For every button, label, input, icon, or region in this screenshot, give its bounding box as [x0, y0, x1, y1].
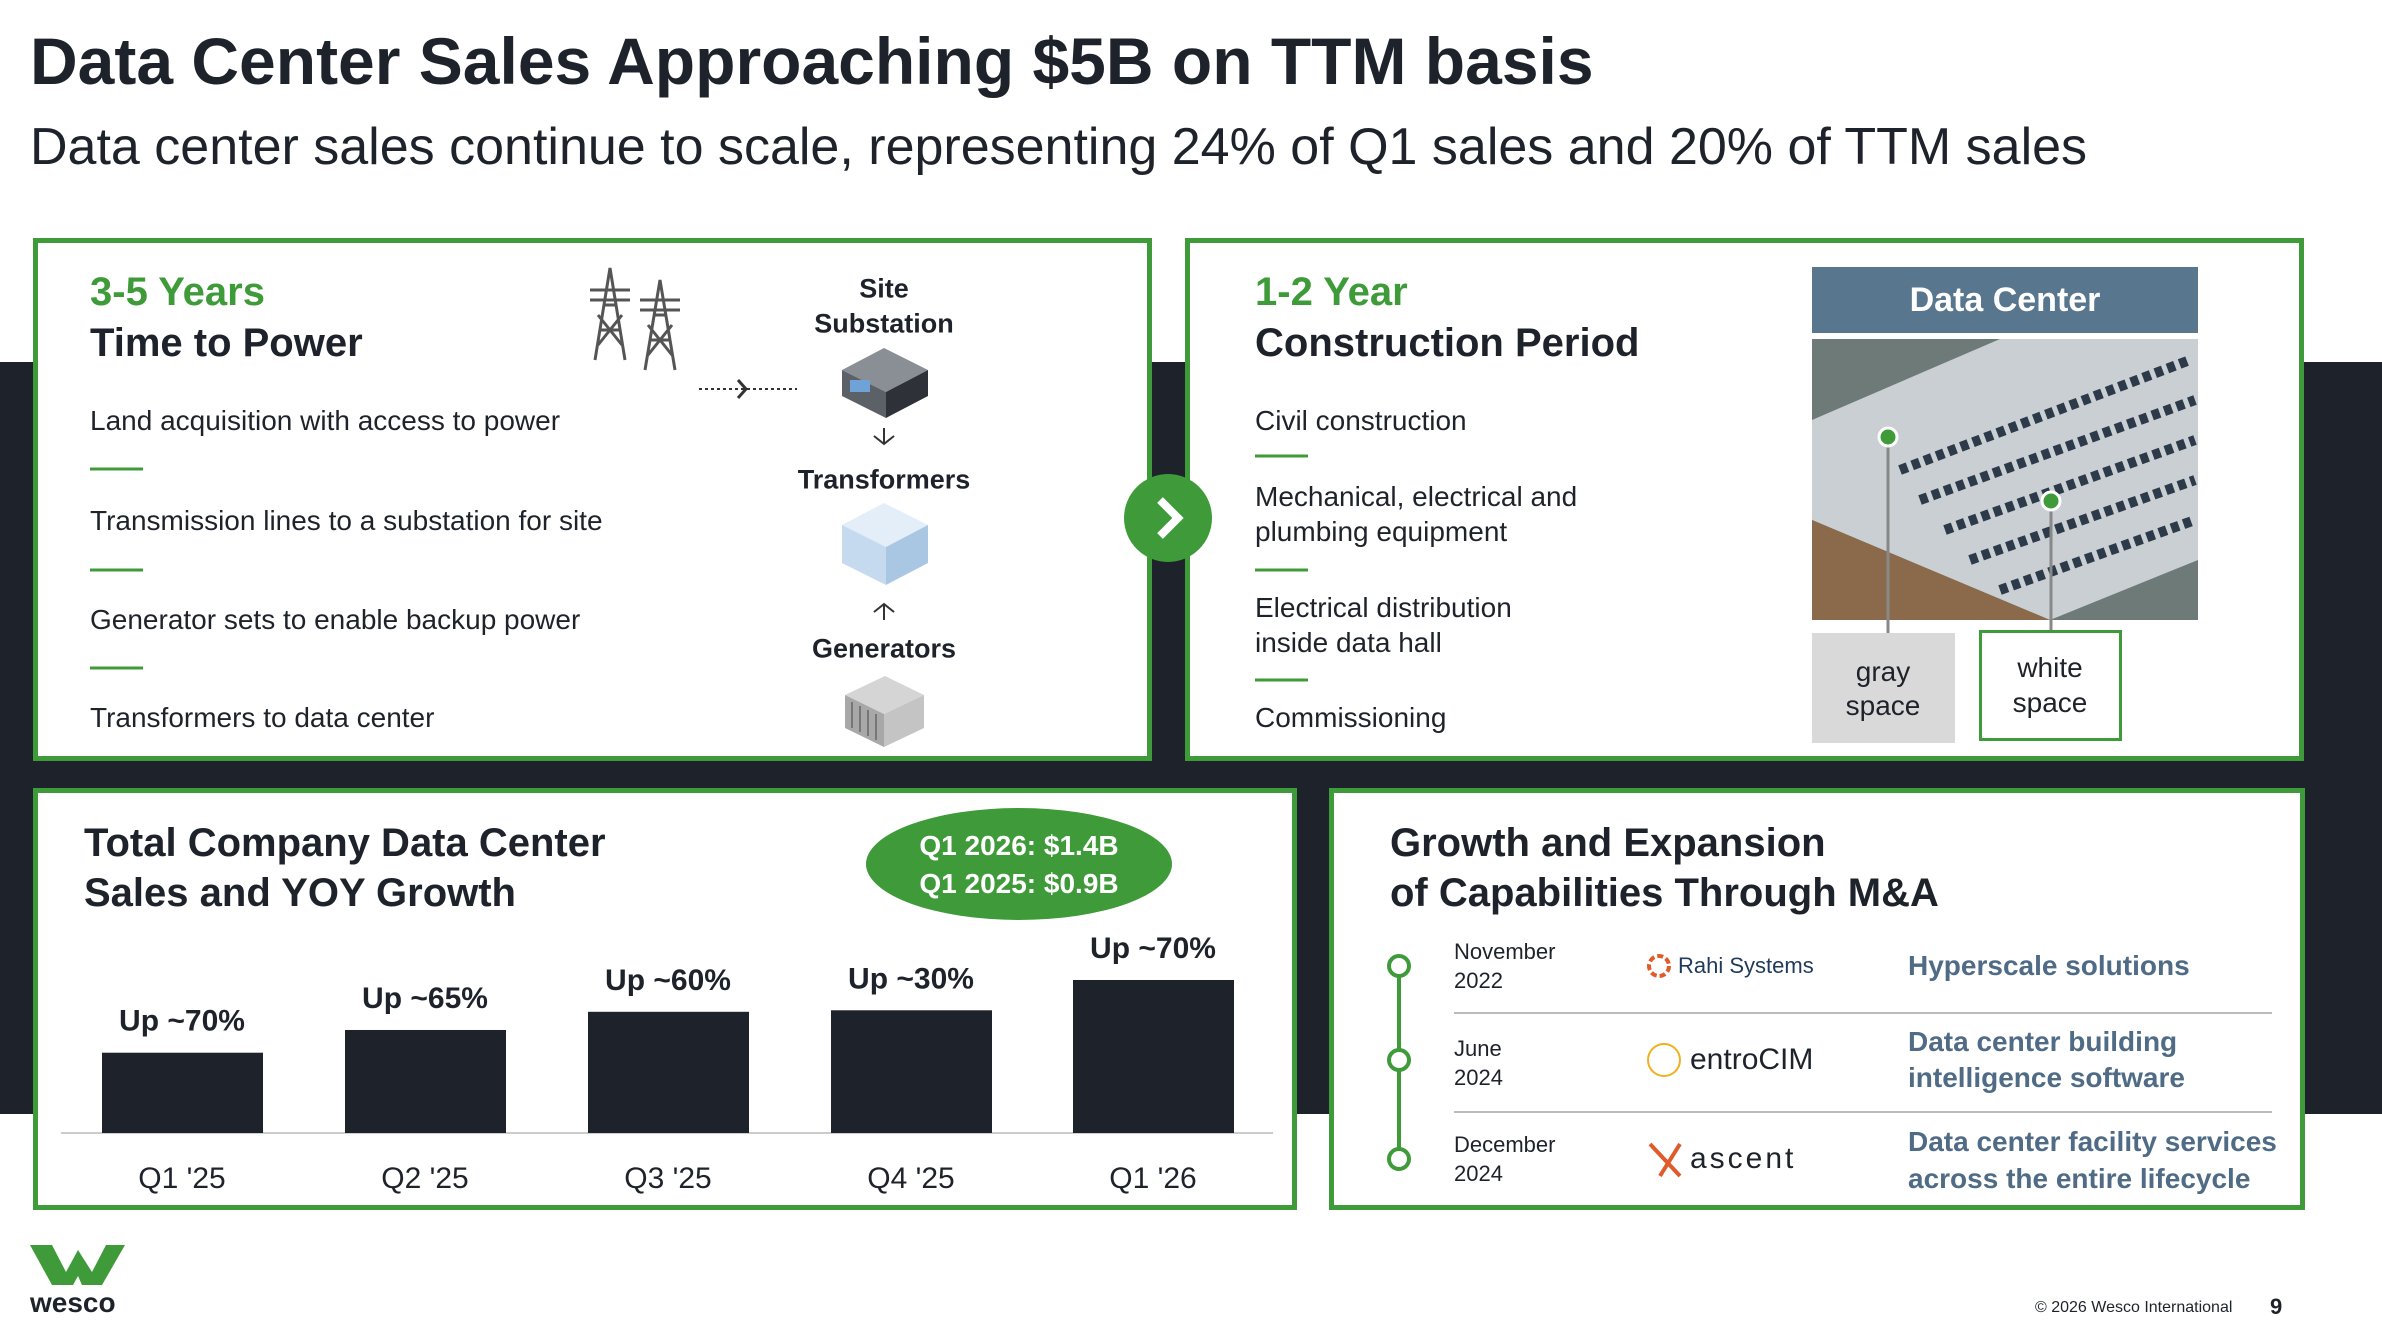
list-item: Mechanical, electrical and: [1255, 481, 1578, 512]
tower-icon: [590, 267, 680, 371]
space-label: gray: [1855, 656, 1911, 687]
image-header: [1812, 267, 2198, 333]
list-item: Commissioning: [1255, 702, 1447, 733]
bar: [1073, 979, 1234, 1133]
growth-label: Up ~70%: [1090, 932, 1216, 965]
panel-heading: 1-2 Year: [1255, 270, 1408, 314]
list-item: Transmission lines to a substation for s…: [90, 505, 603, 536]
list-item: plumbing equipment: [1255, 516, 1508, 547]
list-item: inside data hall: [1255, 627, 1442, 658]
arrow: [873, 602, 895, 620]
deal-date: June: [1454, 1036, 1502, 1061]
panel-title: Growth and Expansion: [1390, 821, 1826, 865]
growth-label: Up ~30%: [848, 962, 974, 995]
callout-dot: [2040, 490, 2062, 512]
x-tick-label: Q1 '26: [1109, 1162, 1196, 1195]
bar: [588, 1011, 749, 1133]
deal-date: 2024: [1454, 1161, 1503, 1186]
x-tick-label: Q4 '25: [867, 1162, 954, 1195]
white-space-box: [1979, 630, 2122, 741]
deal-date: 2024: [1454, 1065, 1503, 1090]
space-label: white: [2017, 652, 2083, 683]
bar: [831, 1010, 992, 1133]
callout-ellipse: [866, 808, 1172, 920]
growth-label: Up ~60%: [605, 964, 731, 997]
logo-text: wesco: [30, 1287, 116, 1318]
logo-mark: [1647, 954, 1671, 978]
substation-icon: [842, 348, 928, 418]
deal-date: December: [1454, 1132, 1556, 1157]
chart-title: Sales and YOY Growth: [84, 871, 516, 915]
company-logo: entroCIM: [1690, 1043, 1814, 1076]
image-title: Data Center: [1909, 281, 2101, 319]
transformer-icon: [842, 503, 928, 585]
deal-description: Data center facility services: [1908, 1126, 2277, 1157]
growth-label: Up ~65%: [362, 982, 488, 1015]
generator-icon: [845, 676, 924, 747]
list-item: Transformers to data center: [90, 702, 435, 733]
panel-subheading: Time to Power: [90, 321, 363, 365]
flow-label: Transformers: [797, 464, 971, 495]
deal-date: November: [1454, 939, 1556, 964]
chart-title: Total Company Data Center: [84, 821, 606, 865]
logo-mark: [30, 1245, 125, 1285]
x-tick-label: Q1 '25: [138, 1162, 225, 1195]
timeline-dot: [1387, 954, 1411, 978]
ma-panel: [1329, 788, 2305, 1210]
flow-label: Generators: [811, 633, 957, 664]
space-label: space: [2012, 687, 2088, 718]
x-tick-label: Q3 '25: [624, 1162, 711, 1195]
growth-label: Up ~70%: [119, 1005, 245, 1038]
title: Data Center Sales Approaching $5B on TTM…: [30, 24, 1594, 98]
subtitle: Data center sales continue to scale, rep…: [30, 118, 2088, 176]
callout-text: Q1 2025: $0.9B: [919, 868, 1119, 899]
timeline-dot: [1387, 1048, 1411, 1072]
bar: [345, 1029, 506, 1133]
page-number: 9: [2270, 1294, 2283, 1319]
callout-text: Q1 2026: $1.4B: [919, 830, 1119, 861]
company-logo: Rahi Systems: [1678, 953, 1814, 978]
list-item: Generator sets to enable backup power: [90, 604, 581, 635]
arrow: [873, 428, 895, 446]
logo-mark: [1647, 1043, 1681, 1077]
data-center-image: [1812, 339, 2198, 620]
gray-space-box: [1812, 633, 1955, 743]
bar: [102, 1052, 263, 1133]
deal-description: intelligence software: [1908, 1062, 2185, 1093]
timeline-dot: [1387, 1147, 1411, 1171]
company-logo: ascent: [1690, 1142, 1797, 1175]
deal-date: 2022: [1454, 968, 1503, 993]
deal-description: Data center building: [1908, 1026, 2178, 1057]
panel-subheading: Construction Period: [1255, 321, 1640, 365]
chevron-circle: [1124, 474, 1212, 562]
flow-label: Substation: [814, 308, 954, 339]
callout-dot: [1877, 426, 1899, 448]
arrow: [736, 379, 749, 399]
x-tick-label: Q2 '25: [381, 1162, 468, 1195]
panel-heading: 3-5 Years: [90, 270, 265, 314]
copyright: © 2026 Wesco International: [2035, 1299, 2233, 1316]
logo-mark: [1648, 1142, 1682, 1178]
panel-title: of Capabilities Through M&A: [1390, 871, 1939, 915]
space-label: space: [1845, 690, 1921, 721]
chevron: [1157, 497, 1184, 539]
deal-description: Hyperscale solutions: [1908, 950, 2190, 981]
flow-label: Site: [859, 273, 909, 304]
list-item: Electrical distribution: [1255, 592, 1512, 623]
dividers: [90, 454, 1308, 682]
deal-description: across the entire lifecycle: [1908, 1163, 2251, 1194]
list-item: Civil construction: [1255, 405, 1467, 436]
list-item: Land acquisition with access to power: [90, 405, 561, 436]
